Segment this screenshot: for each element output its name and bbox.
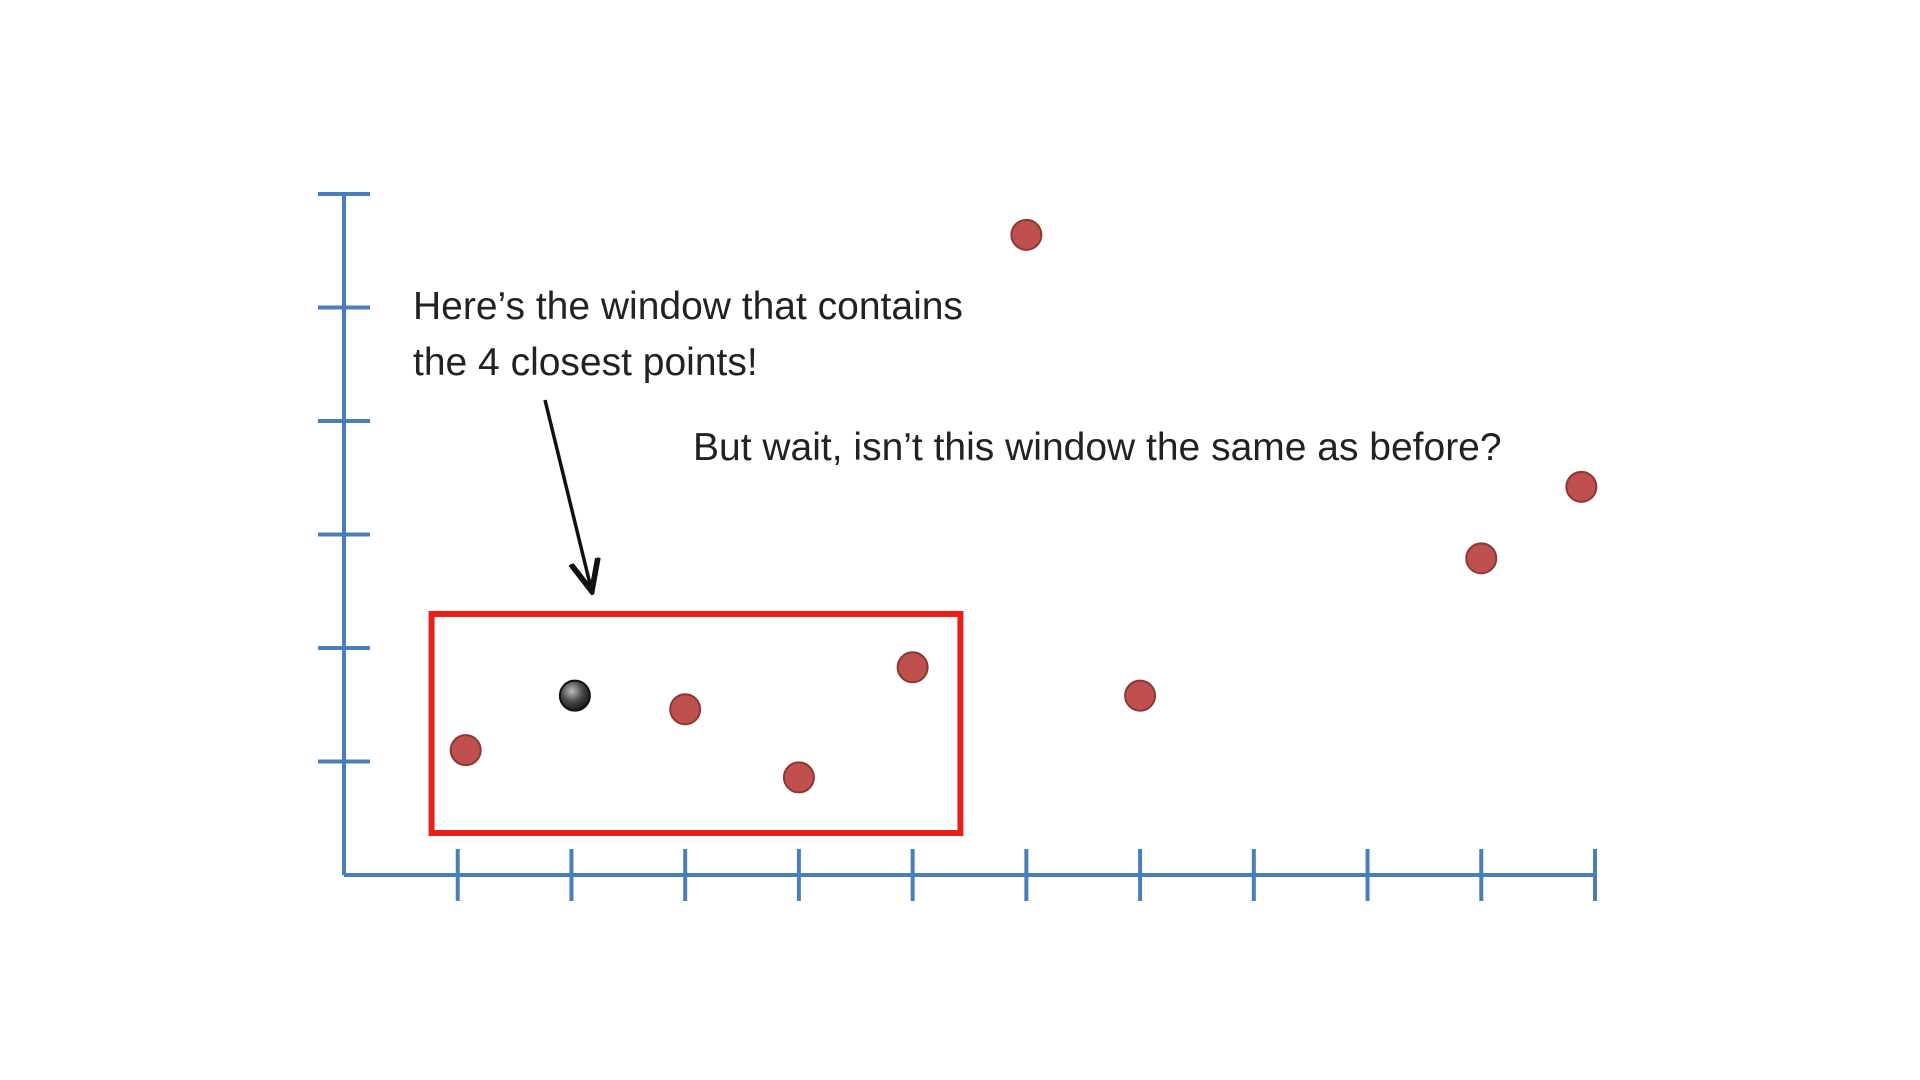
data-point-4 bbox=[896, 651, 929, 684]
data-point-3 bbox=[782, 761, 815, 794]
window-annotation-line-2: the 4 closest points! bbox=[413, 341, 758, 384]
data-point-6 bbox=[1124, 679, 1157, 712]
data-point-5 bbox=[1010, 218, 1043, 251]
window-rectangle bbox=[428, 610, 964, 837]
data-point-1 bbox=[449, 734, 482, 767]
data-point-7 bbox=[1465, 542, 1498, 575]
question-annotation: But wait, isn’t this window the same as … bbox=[693, 426, 1502, 469]
query-point bbox=[558, 679, 591, 712]
annotation-arrow bbox=[543, 399, 591, 588]
window-annotation-line-1: Here’s the window that contains bbox=[413, 285, 963, 328]
window-annotation: Here’s the window that contains the 4 cl… bbox=[413, 279, 963, 391]
data-point-2 bbox=[669, 693, 702, 726]
data-point-8 bbox=[1565, 470, 1598, 503]
